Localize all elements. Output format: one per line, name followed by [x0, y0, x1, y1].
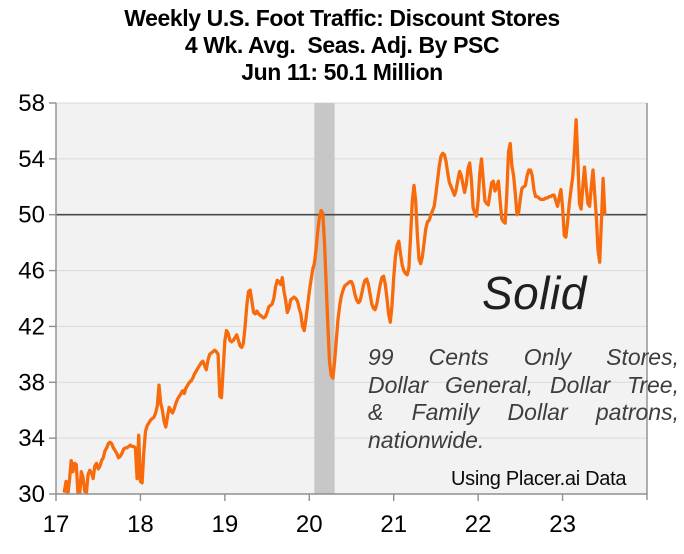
y-tick-label-58: 58: [18, 90, 45, 117]
chart-title-line-2: 4 Wk. Avg. Seas. Adj. By PSC: [184, 32, 500, 58]
patrons-annotation: 99 Cents Only Stores, Dollar General, Do…: [368, 344, 679, 454]
recession-band: [314, 103, 335, 494]
traffic-line: [62, 118, 607, 494]
data-source-note: Using Placer.ai Data: [451, 468, 627, 490]
y-tick-label-46: 46: [18, 258, 45, 285]
x-tick-label-21: 21: [380, 511, 407, 538]
x-tick-label-23: 23: [549, 511, 576, 538]
chart-title-line-3: Jun 11: 50.1 Million: [241, 59, 443, 85]
y-tick-label-34: 34: [18, 425, 45, 452]
y-tick-label-30: 30: [18, 481, 45, 508]
patrons-annotation-line-1: 99 Cents Only Stores,: [368, 344, 679, 370]
x-tick-label-17: 17: [43, 511, 70, 538]
x-tick-label-19: 19: [212, 511, 239, 538]
patrons-annotation-line-2: Dollar General, Dollar Tree,: [368, 371, 679, 398]
plot-area: [56, 103, 647, 494]
y-tick-label-42: 42: [18, 313, 45, 340]
patrons-annotation-line-4: nationwide.: [368, 426, 485, 453]
solid-annotation: Solid: [482, 267, 587, 319]
patrons-annotation-line-3: & Family Dollar patrons,: [368, 399, 679, 425]
chart-title-line-1: Weekly U.S. Foot Traffic: Discount Store…: [124, 5, 560, 31]
x-tick-label-20: 20: [296, 511, 323, 538]
chart-title: Weekly U.S. Foot Traffic: Discount Store…: [0, 5, 684, 86]
x-tick-label-22: 22: [465, 511, 492, 538]
y-tick-label-54: 54: [18, 146, 45, 173]
y-tick-label-50: 50: [18, 202, 45, 229]
x-tick-label-18: 18: [127, 511, 154, 538]
y-tick-label-38: 38: [18, 369, 45, 396]
